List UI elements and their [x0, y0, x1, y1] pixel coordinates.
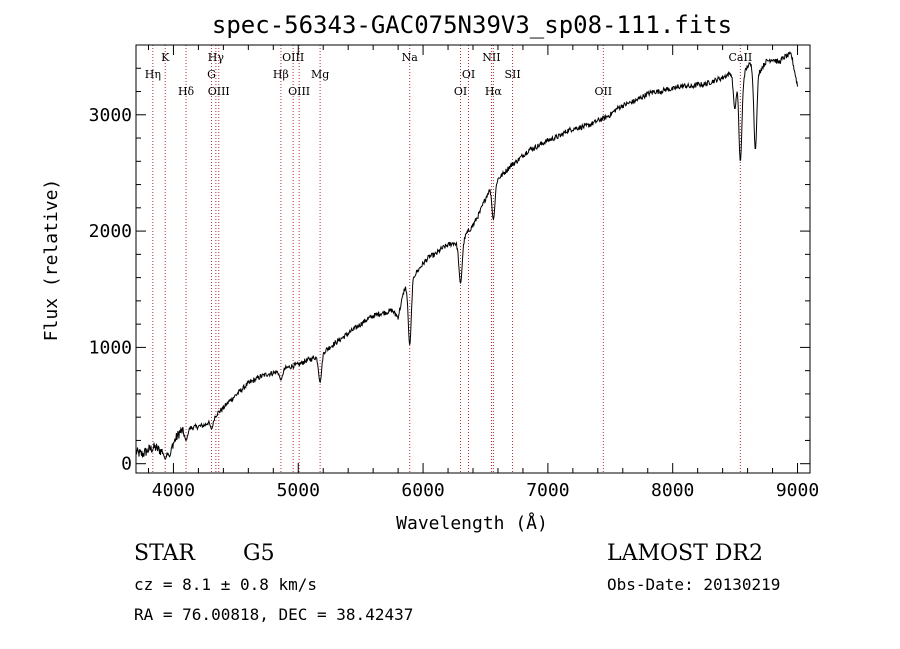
spectral-line-markers: HηKHδGHγOIIIHβOIIIOIIIMgNaOIOINIIHαSIIOI… [145, 45, 752, 473]
spectral-line-label: SII [504, 68, 520, 81]
spectral-line-label: Hα [485, 85, 503, 98]
object-subclass-label: G5 [243, 541, 275, 566]
coordinates-text: RA = 76.00818, DEC = 38.42437 [134, 605, 413, 624]
spectral-line-label: OIII [282, 51, 304, 64]
x-tick-label: 8000 [651, 480, 694, 501]
y-tick-label: 0 [121, 454, 132, 475]
axis-ticks: 4000 5000 6000 7000 8000 9000 0 1000 2000 3000 [89, 45, 819, 501]
spectrum-series [135, 51, 798, 460]
spectral-line-label: CaII [729, 51, 753, 64]
spectral-line-label: Mg [311, 68, 329, 81]
spectral-line-label: OIII [288, 85, 310, 98]
x-axis-label: Wavelength (Å) [396, 512, 548, 534]
spectral-line-label: Hγ [208, 51, 225, 64]
survey-label: LAMOST DR2 [607, 541, 763, 566]
x-tick-label: 6000 [401, 480, 444, 501]
spectral-line-label: OIII [208, 85, 230, 98]
y-axis-label: Flux (relative) [41, 179, 62, 342]
y-tick-label: 1000 [89, 337, 132, 358]
spectrum-series-line [135, 51, 798, 460]
spectral-line-label: Hη [145, 68, 161, 81]
y-tick-label: 2000 [89, 221, 132, 242]
spectral-line-label: OI [462, 68, 475, 81]
x-tick-label: 5000 [277, 480, 320, 501]
spectral-line-label: OII [594, 85, 612, 98]
redshift-text: cz = 8.1 ± 0.8 km/s [134, 575, 317, 594]
object-class-label: STAR [134, 541, 196, 566]
y-tick-label: 3000 [89, 105, 132, 126]
spectral-line-label: Na [402, 51, 419, 64]
spectral-line-label: Hβ [273, 68, 289, 81]
spectral-line-label: NII [482, 51, 500, 64]
x-tick-label: 7000 [526, 480, 569, 501]
x-tick-label: 9000 [776, 480, 819, 501]
x-tick-label: 4000 [152, 480, 195, 501]
chart-title: spec-56343-GAC075N39V3_sp08-111.fits [212, 11, 732, 39]
spectral-line-label: G [207, 68, 216, 81]
spectral-line-label: Hδ [178, 85, 195, 98]
obs-date-text: Obs-Date: 20130219 [607, 575, 780, 594]
spectral-line-label: K [161, 51, 170, 64]
spectral-line-label: OI [454, 85, 467, 98]
